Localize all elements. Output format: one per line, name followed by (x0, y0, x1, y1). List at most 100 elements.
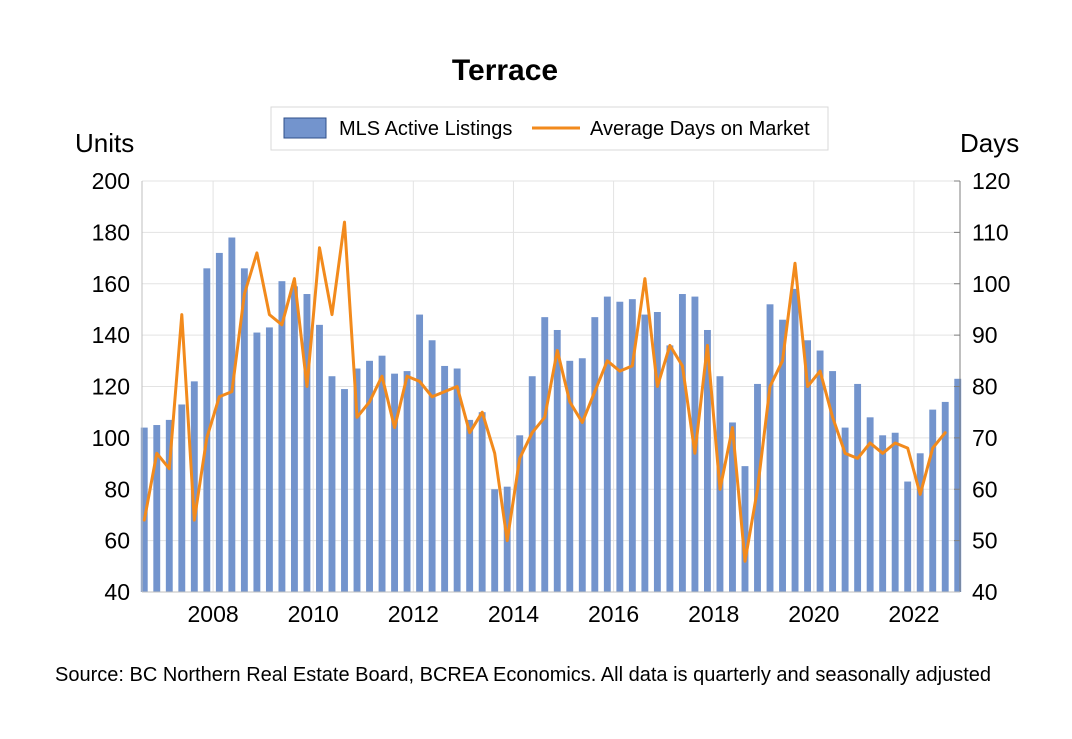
bar-2011Q3 (391, 373, 399, 592)
point-2015Q4 (606, 360, 609, 362)
right-tick-label: 60 (972, 476, 998, 502)
bar-2012Q4 (453, 368, 461, 592)
point-2014Q3 (543, 416, 546, 419)
bar-2011Q1 (366, 360, 373, 592)
bar-2020Q4 (854, 383, 862, 592)
point-2008Q4 (256, 252, 258, 254)
left-tick-label: 120 (92, 374, 130, 400)
bar-2008Q1 (215, 252, 223, 593)
point-2011Q4 (406, 375, 408, 378)
right-tick-label: 50 (972, 528, 998, 554)
point-2020Q4 (856, 457, 859, 460)
right-axis-label: Days (960, 128, 1019, 158)
point-2006Q4 (155, 452, 158, 455)
point-2007Q3 (193, 519, 196, 521)
point-2014Q2 (531, 431, 534, 434)
bar-2010Q3 (341, 389, 348, 592)
point-2019Q1 (769, 385, 771, 388)
point-2009Q2 (281, 324, 283, 326)
bar-2021Q4 (904, 481, 912, 592)
bar-2009Q2 (278, 281, 286, 592)
bar-2014Q4 (553, 329, 561, 592)
point-2019Q3 (794, 262, 796, 265)
bar-2019Q4 (804, 340, 812, 592)
bar-2017Q4 (703, 329, 711, 592)
bar-2010Q1 (316, 324, 323, 592)
bar-2015Q2 (578, 358, 586, 592)
bar-2022Q4 (954, 378, 962, 592)
legend-label-days: Average Days on Market (590, 118, 810, 140)
point-2011Q1 (368, 401, 371, 403)
bar-2008Q3 (240, 268, 248, 592)
bar-2016Q2 (628, 299, 636, 592)
point-2020Q2 (831, 416, 834, 419)
bar-2013Q3 (491, 489, 499, 592)
point-2013Q4 (506, 539, 508, 542)
point-2021Q2 (881, 452, 884, 455)
bar-2020Q2 (829, 371, 837, 592)
bar-2012Q1 (416, 314, 424, 592)
point-2015Q3 (594, 390, 596, 393)
bar-2011Q2 (378, 355, 386, 592)
bar-2018Q3 (741, 466, 749, 592)
point-2013Q3 (493, 452, 496, 455)
point-2018Q1 (719, 488, 721, 491)
point-2017Q1 (669, 344, 671, 347)
bar-2017Q2 (678, 294, 686, 592)
point-2009Q4 (306, 385, 308, 388)
point-2019Q4 (806, 385, 809, 388)
left-tick-label: 160 (92, 271, 130, 297)
right-tick-label: 110 (972, 219, 1009, 245)
point-2014Q4 (556, 349, 559, 352)
bar-2010Q4 (353, 368, 361, 592)
point-2015Q1 (568, 401, 571, 403)
bar-2014Q3 (541, 317, 549, 592)
x-tick-label: 2010 (288, 601, 339, 627)
bar-2021Q3 (891, 432, 899, 592)
point-2017Q3 (694, 452, 696, 455)
bar-2015Q4 (603, 296, 611, 592)
x-tick-label: 2016 (588, 601, 639, 627)
bar-2022Q3 (941, 401, 949, 592)
bar-2016Q3 (641, 314, 649, 592)
x-tick-label: 2022 (888, 601, 939, 627)
point-2017Q2 (681, 365, 684, 367)
x-tick-label: 2014 (488, 601, 539, 627)
point-2020Q3 (844, 452, 846, 455)
bar-2012Q3 (441, 365, 449, 592)
bar-2009Q3 (290, 286, 298, 592)
point-2008Q3 (243, 293, 246, 295)
bar-2010Q2 (328, 376, 336, 592)
bar-2017Q1 (666, 345, 674, 592)
legend-swatch-listings (283, 117, 327, 139)
right-tick-label: 90 (972, 322, 998, 348)
point-2021Q4 (906, 447, 909, 449)
left-tick-label: 60 (104, 528, 130, 554)
bar-2015Q1 (566, 360, 574, 592)
point-2012Q2 (431, 395, 433, 398)
left-tick-label: 140 (92, 322, 130, 348)
point-2018Q3 (744, 560, 746, 562)
x-tick-label: 2012 (388, 601, 439, 627)
source-note: Source: BC Northern Real Estate Board, B… (55, 664, 991, 686)
point-2022Q2 (931, 447, 934, 449)
bar-2016Q1 (616, 301, 624, 592)
point-2009Q1 (268, 313, 271, 316)
x-tick-label: 2008 (188, 601, 239, 627)
point-2022Q3 (944, 431, 947, 434)
bar-2009Q1 (265, 327, 273, 592)
point-2008Q1 (218, 395, 221, 398)
bar-2016Q4 (653, 312, 661, 592)
point-2010Q3 (343, 221, 346, 223)
left-tick-label: 80 (104, 476, 130, 502)
bar-2007Q3 (190, 381, 198, 592)
axes: 40 60 80 100 120 140 160 180 200 40 50 60 70 80 90 100 1… (92, 168, 1011, 627)
point-2018Q4 (756, 488, 759, 491)
point-2010Q2 (331, 313, 333, 316)
bar-2006Q4 (153, 425, 161, 592)
point-2006Q3 (143, 519, 146, 521)
point-2011Q3 (393, 426, 396, 429)
point-2022Q1 (919, 493, 922, 496)
point-2009Q3 (293, 277, 296, 280)
